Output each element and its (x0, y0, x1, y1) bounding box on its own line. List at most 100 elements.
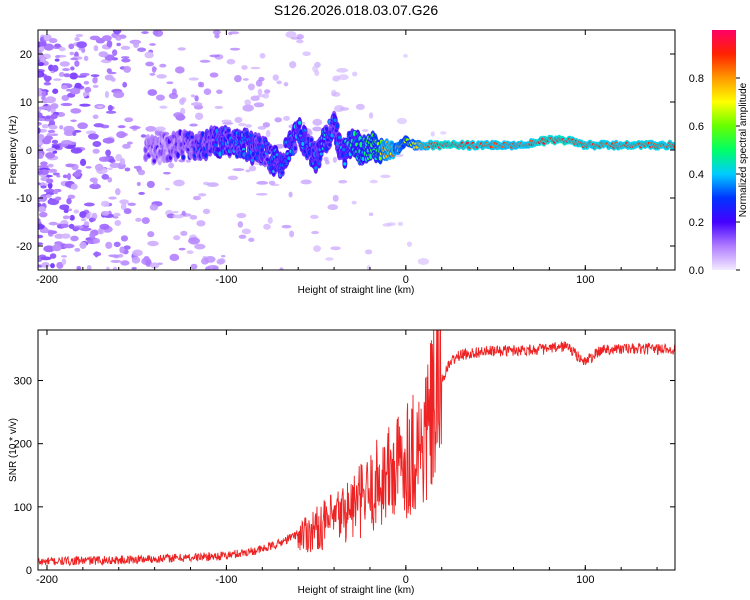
noise-blob (48, 124, 58, 130)
noise-blob (185, 159, 191, 163)
noise-blob (241, 228, 252, 235)
noise-blob (238, 234, 247, 239)
noise-blob (109, 162, 120, 169)
noise-blob (73, 209, 80, 214)
noise-blob (131, 266, 137, 270)
noise-blob (122, 143, 131, 149)
noise-blob (146, 180, 155, 188)
noise-blob (168, 92, 179, 100)
noise-blob (61, 68, 71, 72)
noise-blob (259, 52, 266, 59)
noise-blob (94, 251, 99, 258)
noise-blob (397, 221, 404, 227)
noise-blob (38, 152, 44, 159)
noise-blob (73, 170, 81, 178)
noise-blob (40, 185, 47, 189)
noise-blob (107, 104, 113, 112)
noise-blob (120, 56, 130, 59)
noise-blob (380, 174, 391, 179)
noise-blob (123, 245, 131, 250)
noise-blob (69, 214, 75, 221)
noise-blob (63, 73, 71, 78)
noise-blob (206, 182, 219, 188)
noise-blob (147, 240, 159, 247)
noise-blob (406, 241, 413, 247)
ridge-core (672, 145, 675, 149)
noise-blob (122, 81, 128, 88)
ridge-core (275, 153, 279, 157)
noise-blob (313, 245, 321, 253)
noise-blob (163, 171, 171, 175)
ridge-core (298, 120, 302, 125)
snr-xtick-label: 0 (403, 574, 409, 586)
noise-blob (198, 193, 207, 197)
noise-blob (236, 212, 247, 219)
noise-blob (67, 194, 76, 199)
noise-blob (190, 94, 196, 98)
noise-blob (63, 208, 69, 214)
noise-blob (105, 149, 111, 157)
spectrogram-xtick-label: -100 (215, 274, 237, 286)
ridge-core (176, 151, 180, 158)
noise-blob (83, 202, 95, 207)
noise-blob (38, 165, 50, 169)
noise-blob (274, 117, 283, 123)
ridge-core (335, 123, 339, 129)
ridge-core (342, 148, 346, 152)
noise-blob (368, 112, 374, 119)
snr-marks (38, 330, 675, 567)
noise-blob (311, 230, 320, 235)
spectrogram-ytick-label: 10 (20, 97, 32, 109)
noise-blob (45, 115, 51, 119)
noise-blob (250, 66, 261, 70)
noise-blob (140, 134, 147, 138)
noise-blob (61, 258, 67, 265)
noise-blob (42, 227, 48, 233)
noise-blob (156, 74, 167, 79)
ridge-core (333, 118, 337, 123)
ridge-core (190, 135, 194, 139)
noise-blob (90, 74, 100, 78)
noise-blob (172, 210, 179, 214)
snr-xtick-label: 100 (576, 574, 594, 586)
noise-blob (107, 167, 113, 171)
noise-blob (180, 230, 188, 236)
noise-blob (430, 131, 435, 137)
noise-blob (190, 263, 198, 270)
noise-blob (204, 255, 216, 263)
noise-blob (38, 167, 51, 171)
ridge-core (287, 156, 291, 161)
noise-blob (45, 178, 54, 184)
noise-blob (123, 208, 132, 215)
noise-blob (38, 71, 43, 78)
noise-blob (77, 122, 88, 130)
noise-blob (272, 74, 279, 81)
ridge-core (307, 149, 311, 156)
noise-blob (89, 177, 98, 183)
noise-blob (301, 121, 306, 125)
noise-blob (83, 80, 90, 85)
noise-blob (253, 102, 265, 108)
noise-blob (48, 37, 58, 44)
noise-blob (79, 211, 87, 219)
noise-blob (141, 31, 149, 34)
snr-ytick-label: 200 (14, 439, 32, 451)
noise-blob (172, 214, 184, 219)
noise-blob (110, 259, 122, 264)
noise-blob (265, 129, 271, 138)
noise-blob (127, 202, 136, 207)
noise-blob (194, 95, 199, 102)
noise-blob (38, 170, 43, 175)
noise-blob (113, 241, 121, 248)
noise-blob (79, 241, 87, 249)
snr-frame (37, 329, 676, 571)
noise-blob (141, 217, 150, 224)
noise-blob (47, 182, 53, 189)
noise-blob (137, 169, 146, 176)
ridge-core (361, 156, 365, 161)
ridge-core (144, 154, 148, 161)
noise-blob (355, 103, 365, 110)
noise-blob (45, 96, 57, 104)
snr-xtick-label: -200 (36, 574, 58, 586)
colorbar-tick-label: 0.6 (689, 121, 704, 133)
